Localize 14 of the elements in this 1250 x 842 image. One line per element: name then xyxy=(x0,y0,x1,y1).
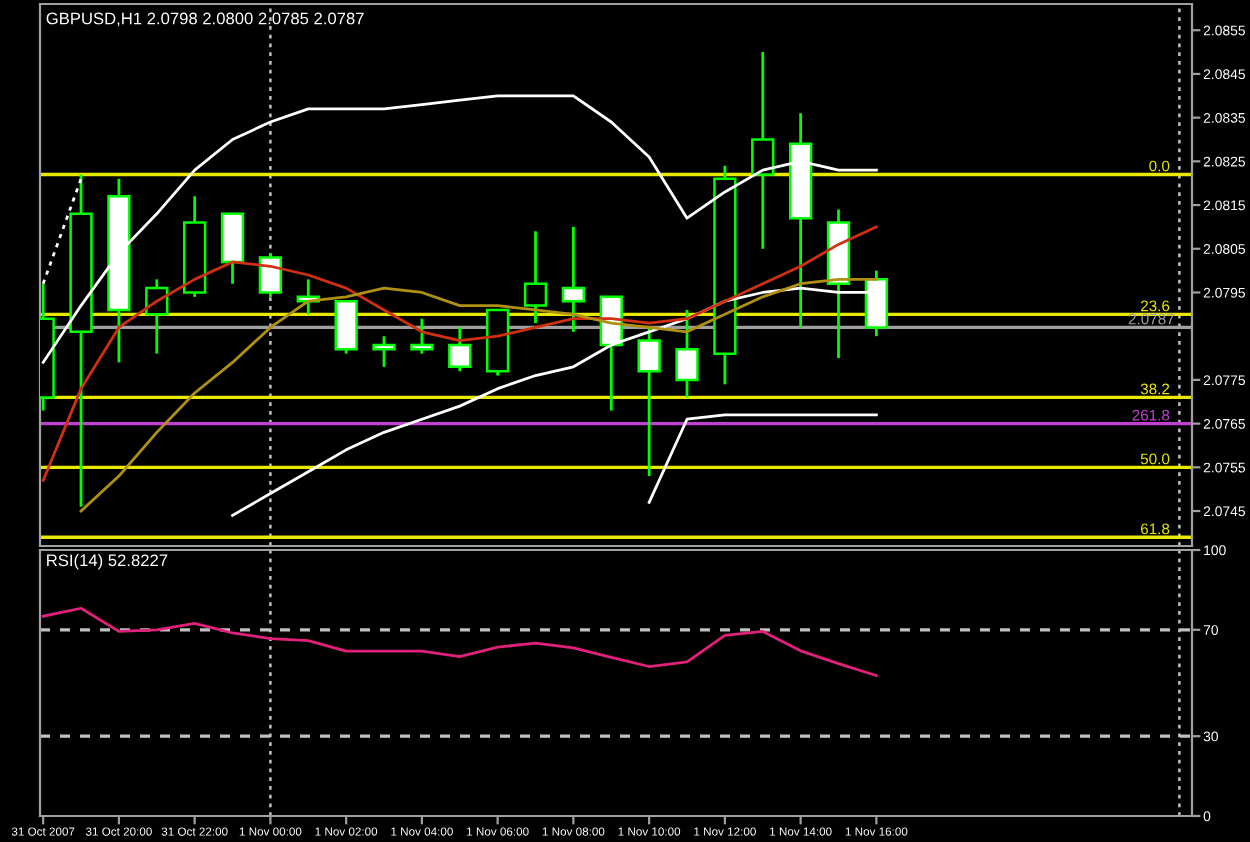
line-series xyxy=(41,606,878,677)
candlestick xyxy=(448,326,472,373)
line-series xyxy=(41,94,878,364)
candlestick xyxy=(410,317,434,356)
chart-title: GBPUSD,H1 2.0798 2.0800 2.0785 2.0787 xyxy=(46,12,364,27)
candlestick xyxy=(258,251,283,299)
candlestick xyxy=(523,229,548,325)
candlestick xyxy=(675,308,699,399)
candlestick xyxy=(637,326,661,478)
line-series xyxy=(41,225,878,482)
candlestick xyxy=(561,225,586,334)
chart-title: RSI(14) 52.8227 xyxy=(47,553,168,570)
candlestick xyxy=(372,334,396,369)
candlestick xyxy=(751,50,775,251)
